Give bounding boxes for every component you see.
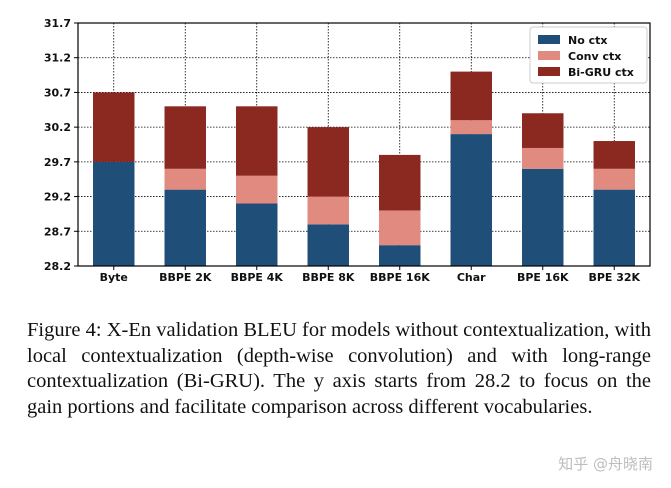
legend-label: Conv ctx xyxy=(568,50,621,63)
bar-segment xyxy=(450,120,492,135)
bar-segment xyxy=(164,168,206,190)
bar-segment xyxy=(450,134,492,266)
y-tick-label: 30.2 xyxy=(44,121,71,134)
legend-label: No ctx xyxy=(568,34,607,47)
bar-segment xyxy=(379,245,421,266)
bar-segment xyxy=(236,106,278,176)
bar-segment xyxy=(522,113,564,148)
y-tick-label: 31.2 xyxy=(44,52,71,65)
legend-label: Bi-GRU ctx xyxy=(568,66,634,79)
y-tick-label: 29.7 xyxy=(44,156,71,169)
bar-segment xyxy=(236,175,278,204)
plot-frame xyxy=(77,22,651,267)
bar-segment xyxy=(379,154,421,211)
y-tick-label: 28.7 xyxy=(44,225,71,238)
watermark-text: 知乎 @舟晓南 xyxy=(558,455,653,473)
x-tick-label: BBPE 8K xyxy=(302,271,355,284)
bar-segment xyxy=(379,210,421,246)
bar-segment xyxy=(307,127,349,197)
y-tick-label: 30.7 xyxy=(44,86,71,99)
bar-segment xyxy=(522,147,564,169)
bar-segment xyxy=(164,106,206,169)
legend-swatch xyxy=(538,35,560,44)
y-tick-label: 28.2 xyxy=(44,260,71,273)
y-tick-label: 29.2 xyxy=(44,191,71,204)
x-tick-label: Byte xyxy=(100,271,128,284)
legend-swatch xyxy=(538,67,560,76)
bar-segment xyxy=(93,161,135,266)
x-tick-label: BBPE 4K xyxy=(231,271,284,284)
chart-container: 28.2 28.7 29.2 29.7 30.2 30.7 31.2 31.7 Byte BBPE… xyxy=(44,17,651,284)
bar-segment xyxy=(236,203,278,266)
legend-swatch xyxy=(538,51,560,60)
y-tick-label: 31.7 xyxy=(44,17,71,30)
bar-segment xyxy=(522,168,564,266)
bar-segment xyxy=(164,189,206,266)
x-tick-label: BPE 32K xyxy=(588,271,640,284)
bar-segment xyxy=(450,71,492,121)
x-tick-label: BPE 16K xyxy=(517,271,569,284)
bar-segment xyxy=(93,92,135,162)
bar-segment xyxy=(593,189,635,266)
bar-segment xyxy=(307,224,349,266)
bleu-bar-chart: 28.2 28.7 29.2 29.7 30.2 30.7 31.2 31.7 Byte BBPE… xyxy=(44,17,651,284)
bar-segment xyxy=(307,196,349,225)
figure-caption: Figure 4: X-En validation BLEU for model… xyxy=(27,319,651,418)
bar-segment xyxy=(593,141,635,169)
x-tick-label: BBPE 16K xyxy=(370,271,430,284)
x-tick-label: BBPE 2K xyxy=(159,271,212,284)
x-tick-label: Char xyxy=(457,271,486,284)
bar-segment xyxy=(593,168,635,190)
